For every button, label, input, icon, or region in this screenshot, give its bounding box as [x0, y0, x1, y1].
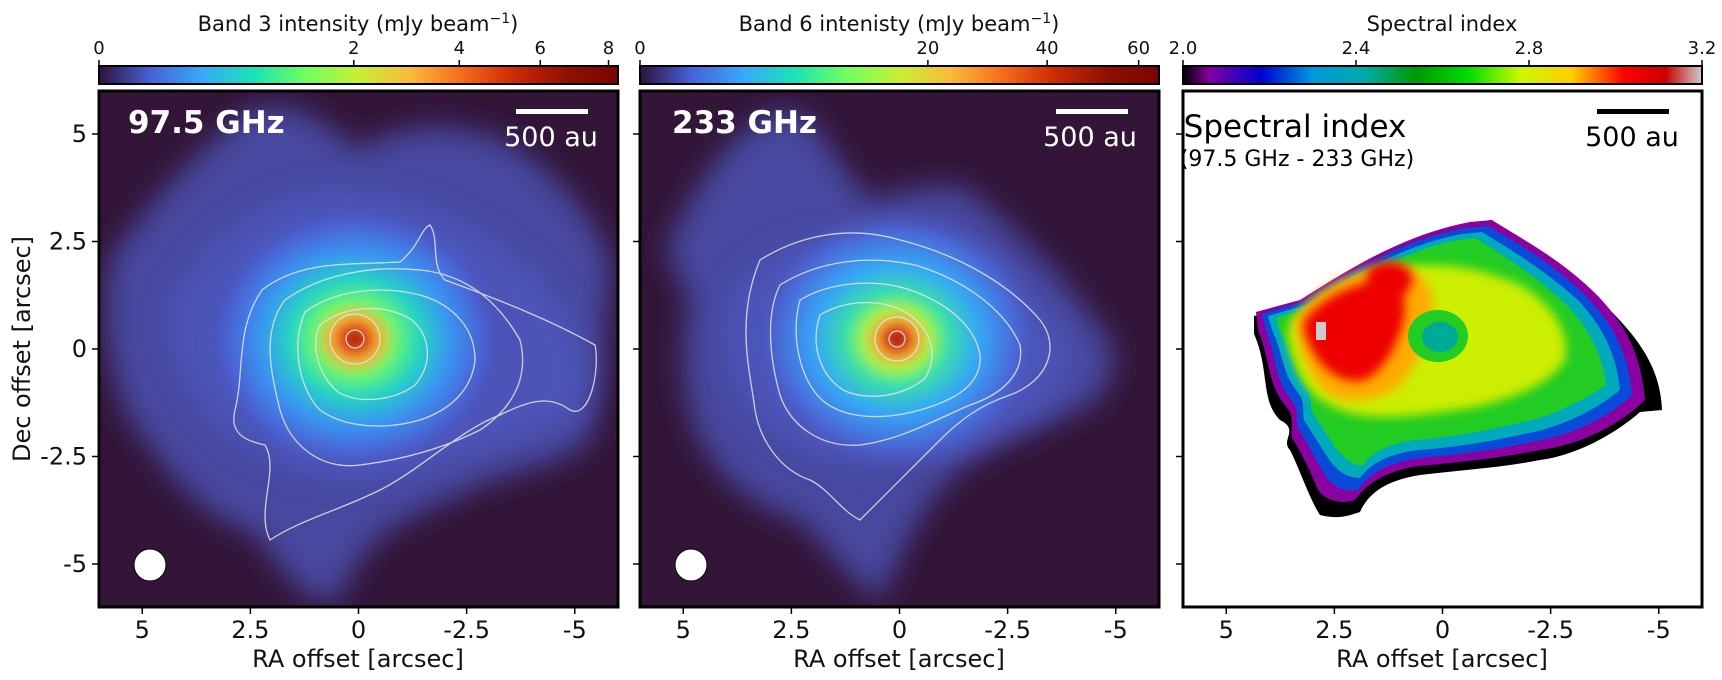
colorbar-spectral-tick-label: 2.4	[1342, 38, 1371, 59]
colorbar-band3-tick-label: 2	[348, 38, 359, 59]
colorbar-spectral-tick-label: 3.2	[1688, 38, 1717, 59]
band3-ylabel: Dec offset [arcsec]	[8, 236, 36, 462]
colorbar-spectral-tick-label: 2.0	[1169, 38, 1198, 59]
spectral-xtick-label: 5	[1219, 616, 1234, 644]
colorbar-band3-tick-label: 6	[535, 38, 546, 59]
band3-ytick-label: 2.5	[49, 228, 87, 256]
panel-spectral-index: Spectral index (97.5 GHz - 233 GHz) 500 …	[1176, 89, 1704, 673]
band3-scalebar-label: 500 au	[504, 122, 598, 153]
band6-beam	[674, 548, 708, 582]
band3-xtick-label: 0	[351, 616, 366, 644]
band6-xtick-label: 0	[892, 616, 907, 644]
band6-core	[747, 204, 1047, 474]
spectral-subtitle: (97.5 GHz - 233 GHz)	[1180, 147, 1414, 172]
colorbar-band3: Band 3 intensity (mJy beam−1) 0 2 4 6 8	[93, 11, 619, 85]
spectral-xtick-label: 2.5	[1315, 616, 1353, 644]
colorbar-band6-label: Band 6 intenisty (mJy beam−1)	[739, 11, 1060, 36]
colorbar-band3-bar	[98, 65, 619, 85]
band3-beam	[133, 548, 167, 582]
band3-xtick-label: -5	[563, 616, 587, 644]
band3-xtick-label: 2.5	[231, 616, 269, 644]
spectral-scalebar-label: 500 au	[1585, 122, 1679, 153]
colorbar-band6-tick-label: 20	[916, 38, 939, 59]
panel-band6: 233 GHz 500 au 5 2.5 0 -2.5 -5 RA offset [ar…	[633, 89, 1161, 673]
colorbar-band3-tick-label: 8	[603, 38, 614, 59]
colorbar-spectral-tick-label: 2.8	[1515, 38, 1544, 59]
spectral-center-cyan	[1422, 322, 1458, 352]
band6-scalebar-label: 500 au	[1043, 122, 1137, 153]
band3-xlabel: RA offset [arcsec]	[252, 645, 464, 673]
band6-frequency-label: 233 GHz	[672, 105, 817, 141]
band6-xtick-label: 5	[676, 616, 691, 644]
colorbar-band6-tick-label: 40	[1036, 38, 1059, 59]
colorbar-spectral-index-bar	[1182, 65, 1703, 85]
colorbar-band6-bar	[639, 65, 1160, 85]
band3-frequency-label: 97.5 GHz	[128, 105, 285, 141]
band6-xlabel: RA offset [arcsec]	[793, 645, 1005, 673]
band3-xtick-label: -2.5	[443, 616, 490, 644]
band3-ytick-label: -2.5	[40, 443, 87, 471]
colorbar-band6: Band 6 intenisty (mJy beam−1) 0 20 40 60	[634, 11, 1160, 85]
spectral-red-region	[1304, 279, 1405, 382]
spectral-title: Spectral index	[1184, 109, 1407, 145]
colorbar-spectral-index: Spectral index 2.0 2.4 2.8 3.2	[1169, 12, 1717, 85]
spectral-xlabel: RA offset [arcsec]	[1336, 645, 1548, 673]
spectral-peak-pixel	[1316, 322, 1326, 340]
band3-ytick-label: -5	[63, 550, 87, 578]
spectral-scalebar: 500 au	[1585, 109, 1679, 153]
band3-scalebar: 500 au	[504, 109, 598, 153]
spectral-ne-red	[1367, 261, 1413, 299]
band3-ytick-label: 0	[72, 335, 87, 363]
band3-contours	[233, 224, 597, 541]
band6-contours	[745, 232, 1051, 521]
band3-ytick-label: 5	[72, 120, 87, 148]
spectral-xtick-label: -2.5	[1527, 616, 1574, 644]
panel-band3: 97.5 GHz 500 au 5 2.5 0 -2.5 -5 5 2.5 0 -2.5 -5 R…	[8, 89, 620, 673]
band6-xtick-label: -2.5	[984, 616, 1031, 644]
colorbar-spectral-index-label: Spectral index	[1367, 12, 1518, 36]
band6-scalebar: 500 au	[1043, 109, 1137, 153]
band6-xtick-label: 2.5	[772, 616, 810, 644]
band3-core	[200, 199, 510, 479]
band6-xtick-label: -5	[1104, 616, 1128, 644]
colorbar-band6-tick-label: 0	[634, 38, 645, 59]
colorbar-band3-label: Band 3 intensity (mJy beam−1)	[198, 11, 519, 36]
colorbar-band3-tick-label: 4	[454, 38, 465, 59]
spectral-xtick-label: -5	[1647, 616, 1671, 644]
band3-xtick-label: 5	[135, 616, 150, 644]
spectral-xtick-label: 0	[1435, 616, 1450, 644]
colorbar-band3-tick-label: 0	[93, 38, 104, 59]
colorbar-band6-tick-label: 60	[1127, 38, 1150, 59]
